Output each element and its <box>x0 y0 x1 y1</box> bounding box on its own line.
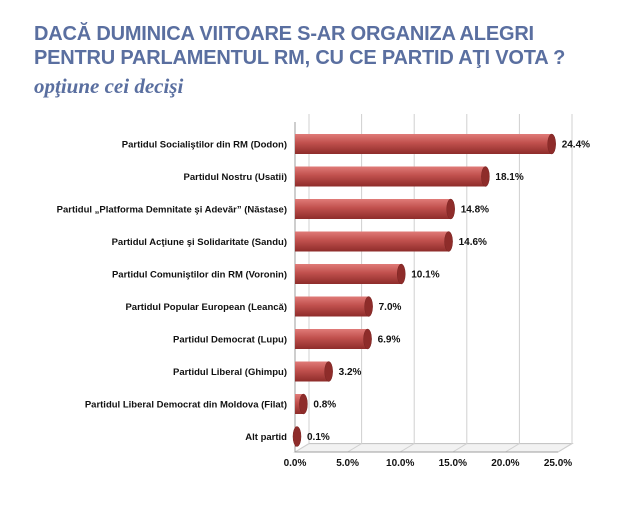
x-tick-label: 0.0% <box>284 458 307 469</box>
bar <box>295 264 402 284</box>
value-label: 14.6% <box>459 237 487 248</box>
category-label: Partidul Socialiştilor din RM (Dodon) <box>122 140 287 151</box>
value-label: 24.4% <box>562 140 590 151</box>
bar-end-cap <box>292 426 302 447</box>
chart-title: DACĂ DUMINICA VIITOARE S-AR ORGANIZA ALE… <box>34 23 566 69</box>
x-tick-label: 15.0% <box>439 458 467 469</box>
bar-end-cap <box>444 231 453 252</box>
bar <box>295 361 329 382</box>
bar-end-cap <box>397 263 406 285</box>
gridline-floor <box>557 443 573 453</box>
bar-end-cap <box>481 166 490 187</box>
category-label: Alt partid <box>245 432 287 443</box>
x-tick-label: 10.0% <box>386 458 414 469</box>
gridline-floor <box>347 443 362 453</box>
category-label: Partidul Popular European (Leancă) <box>125 302 287 313</box>
category-label: Partidul Acţiune şi Solidaritate (Sandu) <box>112 237 287 248</box>
bar <box>295 231 449 252</box>
bar-end-cap <box>299 393 308 415</box>
x-tick-label: 5.0% <box>336 458 359 469</box>
gridline-floor <box>505 443 520 453</box>
chart-subtitle: opţiune cei decişi <box>34 74 184 98</box>
value-label: 0.1% <box>307 432 330 443</box>
gridline-floor <box>399 443 415 453</box>
value-label: 18.1% <box>495 172 523 183</box>
value-label: 10.1% <box>411 270 439 281</box>
gridline-floor <box>294 443 310 453</box>
gridline-floor <box>452 443 468 453</box>
category-label: Partidul Comuniştilor din RM (Voronin) <box>112 270 287 281</box>
x-tick-label: 25.0% <box>544 458 572 469</box>
category-label: Partidul „Platforma Demnitate şi Adevăr”… <box>57 205 287 216</box>
value-label: 0.8% <box>313 400 336 411</box>
value-label: 3.2% <box>339 367 362 378</box>
x-tick-label: 20.0% <box>491 458 519 469</box>
value-label: 14.8% <box>461 205 489 216</box>
bar <box>295 166 486 187</box>
bar <box>295 134 552 154</box>
category-label: Partidul Democrat (Lupu) <box>173 335 287 346</box>
chart-floor <box>293 443 574 453</box>
bar <box>295 199 451 219</box>
bar-end-cap <box>364 296 373 317</box>
chart-labels: Partidul Socialiştilor din RM (Dodon) 24.… <box>57 140 591 444</box>
bar-end-cap <box>363 328 372 350</box>
category-label: Partidul Liberal Democrat din Moldova (F… <box>85 400 287 411</box>
bar-end-cap <box>324 361 333 382</box>
value-label: 6.9% <box>378 335 401 346</box>
bar <box>295 296 369 317</box>
value-label: 7.0% <box>379 302 402 313</box>
bar-end-cap <box>446 198 455 220</box>
chart-bars <box>292 133 556 447</box>
bar-end-cap <box>547 133 556 155</box>
category-label: Partidul Liberal (Ghimpu) <box>173 367 287 378</box>
category-label: Partidul Nostru (Usatii) <box>184 172 287 183</box>
bar <box>295 329 368 349</box>
